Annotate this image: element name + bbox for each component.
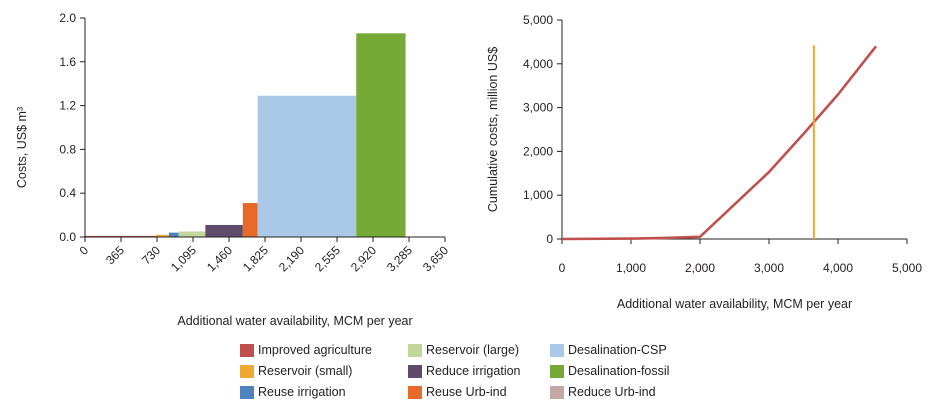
x-axis-title: Additional water availability, MCM per y… — [177, 314, 412, 328]
legend-label: Desalination-CSP — [568, 343, 667, 357]
legend-label: Improved agriculture — [258, 343, 372, 357]
legend-item: Desalination-CSP — [550, 341, 667, 359]
legend-label: Desalination-fossil — [568, 364, 670, 378]
bar-desalination-csp — [257, 95, 357, 238]
legend-label: Reduce Urb-ind — [568, 385, 656, 399]
legend-label: Reservoir (small) — [258, 364, 353, 378]
y-tick-label: 1.6 — [59, 55, 76, 69]
x-tick-label: 5,000 — [892, 261, 922, 275]
legend-item: Reuse irrigation — [240, 383, 346, 401]
y-tick-label: 0 — [546, 232, 553, 246]
legend-swatch — [408, 364, 422, 378]
legend-item: Reduce irrigation — [408, 362, 521, 380]
bar-reservoir-large- — [178, 231, 206, 237]
legend-swatch — [550, 385, 564, 399]
legend-item: Desalination-fossil — [550, 362, 669, 380]
cumulative-cost-chart: 0 1,000 2,000 3,000 4,000 5,000 0 1,000 2,000 3,0… — [486, 13, 922, 311]
x-tick-label: 2,000 — [685, 261, 715, 275]
legend-label: Reuse Urb-ind — [426, 385, 507, 399]
legend-item: Reduce Urb-ind — [550, 383, 656, 401]
y-tick-label: 0.4 — [59, 186, 76, 200]
x-tick-label: 2,190 — [276, 243, 307, 274]
y-tick-label: 0.0 — [59, 230, 76, 244]
x-tick-label: 730 — [139, 243, 163, 267]
x-tick-label: 365 — [103, 243, 127, 267]
x-tick-label: 1,460 — [204, 243, 235, 274]
x-tick-label: 4,000 — [823, 261, 853, 275]
bar-reuse-irrigation — [168, 232, 179, 237]
x-axis-title: Additional water availability, MCM per y… — [617, 297, 852, 311]
legend-swatch — [240, 385, 254, 399]
y-tick-label: 3,000 — [523, 101, 553, 115]
x-tick-label: 1,000 — [616, 261, 646, 275]
x-tick-label: 1,825 — [240, 243, 271, 274]
x-tick-label: 3,285 — [384, 243, 415, 274]
y-tick-label: 1.2 — [59, 99, 76, 113]
x-tick-label: 0 — [559, 261, 566, 275]
legend-swatch — [408, 343, 422, 357]
legend-swatch — [240, 364, 254, 378]
y-tick-label: 2,000 — [523, 144, 553, 158]
x-tick-label: 1,095 — [168, 243, 199, 274]
legend-item: Reuse Urb-ind — [408, 383, 507, 401]
y-tick-label: 1,000 — [523, 188, 553, 202]
legend-swatch — [408, 385, 422, 399]
charts-canvas: 0.0 0.4 0.8 1.2 1.6 2.0 0 365 730 1,095 1,460 1,825… — [15, 11, 922, 328]
legend-label: Reduce irrigation — [426, 364, 521, 378]
legend-item: Reservoir (large) — [408, 341, 519, 359]
y-tick-label: 5,000 — [523, 13, 553, 27]
y-tick-label: 2.0 — [59, 11, 76, 25]
bar-reduce-irrigation — [205, 224, 243, 237]
y-tick-label: 0.8 — [59, 142, 76, 156]
bar-desalination-fossil — [356, 33, 406, 237]
legend: Improved agriculture Reservoir (large) Des… — [240, 341, 720, 407]
legend-item: Improved agriculture — [240, 341, 372, 359]
legend-item: Reservoir (small) — [240, 362, 352, 380]
bar-reuse-urb-ind — [242, 203, 258, 237]
cumulative-cost-line — [561, 45, 878, 241]
legend-label: Reuse irrigation — [258, 385, 346, 399]
y-tick-label: 4,000 — [523, 57, 553, 71]
x-tick-label: 0 — [76, 243, 91, 258]
x-tick-label: 3,650 — [420, 243, 451, 274]
legend-swatch — [550, 364, 564, 378]
cost-curve-chart: 0.0 0.4 0.8 1.2 1.6 2.0 0 365 730 1,095 1,460 1,825… — [15, 11, 451, 328]
legend-swatch — [550, 343, 564, 357]
legend-swatch — [240, 343, 254, 357]
x-tick-label: 3,000 — [754, 261, 784, 275]
x-tick-label: 2,920 — [348, 243, 379, 274]
y-axis-title: Cumulative costs, million US$ — [486, 47, 500, 212]
bar-reservoir-small- — [156, 234, 169, 237]
legend-label: Reservoir (large) — [426, 343, 520, 357]
y-axis-title: Costs, US$ m³ — [15, 107, 29, 188]
x-tick-label: 2,555 — [312, 243, 343, 274]
